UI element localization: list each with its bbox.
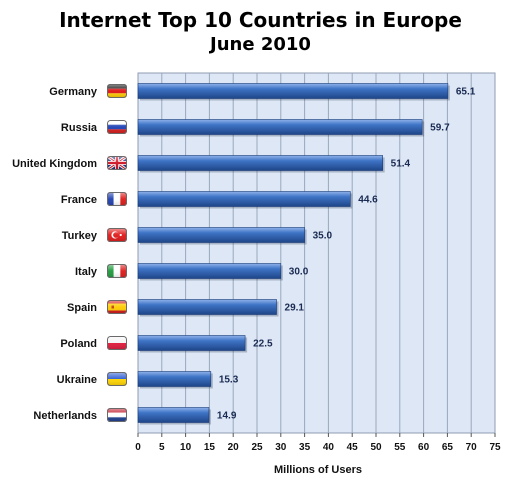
netherlands-flag-icon bbox=[107, 408, 127, 422]
bar bbox=[137, 155, 383, 171]
poland-flag-icon bbox=[107, 336, 127, 350]
russia-flag-icon bbox=[107, 120, 127, 134]
x-tick-label: 25 bbox=[251, 442, 263, 453]
value-label: 51.4 bbox=[391, 159, 411, 170]
x-tick-label: 20 bbox=[228, 442, 240, 453]
bars: 65.1 59.7 51.4 44.6 35.0 30.0 29.1 22.5 15.3 14.9 bbox=[137, 83, 476, 425]
category-label: Turkey bbox=[62, 230, 98, 242]
x-tick-label: 15 bbox=[204, 442, 216, 453]
category-label: Poland bbox=[60, 338, 97, 350]
bar bbox=[137, 299, 277, 315]
category-label: France bbox=[61, 194, 97, 206]
uk-flag-icon bbox=[107, 156, 127, 170]
x-tick-label: 10 bbox=[180, 442, 192, 453]
x-tick-label: 60 bbox=[418, 442, 430, 453]
category-label: Ukraine bbox=[57, 374, 97, 386]
category-label: Spain bbox=[67, 302, 97, 314]
category-label: Italy bbox=[75, 266, 98, 278]
chart-subtitle: June 2010 bbox=[210, 34, 311, 55]
bar bbox=[137, 191, 351, 207]
value-label: 29.1 bbox=[285, 303, 305, 314]
chart-title: Internet Top 10 Countries in Europe bbox=[59, 8, 462, 32]
x-tick-label: 40 bbox=[323, 442, 335, 453]
bar bbox=[137, 263, 282, 279]
ukraine-flag-icon bbox=[107, 372, 127, 386]
category-label: Russia bbox=[61, 122, 98, 134]
x-tick-label: 55 bbox=[394, 442, 406, 453]
france-flag-icon bbox=[107, 192, 127, 206]
flags bbox=[107, 84, 127, 422]
category-labels: Germany Russia United Kingdom France Turkey I… bbox=[12, 86, 98, 422]
category-label: Netherlands bbox=[33, 410, 97, 422]
x-tick-label: 70 bbox=[466, 442, 478, 453]
x-tick-label: 5 bbox=[159, 442, 165, 453]
bar bbox=[137, 83, 449, 99]
bar bbox=[137, 407, 210, 423]
x-axis-ticks: 0 5 10 15 20 25 30 35 40 45 50 55 60 65 70 75 bbox=[135, 433, 501, 453]
value-label: 30.0 bbox=[289, 267, 309, 278]
x-tick-label: 75 bbox=[489, 442, 501, 453]
x-axis-title: Millions of Users bbox=[274, 464, 362, 476]
value-label: 35.0 bbox=[313, 231, 333, 242]
x-tick-label: 30 bbox=[275, 442, 287, 453]
value-label: 44.6 bbox=[358, 195, 378, 206]
x-tick-label: 45 bbox=[347, 442, 359, 453]
value-label: 15.3 bbox=[219, 375, 239, 386]
category-label: Germany bbox=[49, 86, 98, 98]
spain-flag-icon bbox=[107, 300, 127, 314]
x-tick-label: 35 bbox=[299, 442, 311, 453]
value-label: 14.9 bbox=[217, 411, 237, 422]
value-label: 65.1 bbox=[456, 87, 476, 98]
bar bbox=[137, 119, 423, 135]
value-label: 22.5 bbox=[253, 339, 273, 350]
bar bbox=[137, 371, 212, 387]
x-tick-label: 65 bbox=[442, 442, 454, 453]
bar bbox=[137, 335, 246, 351]
germany-flag-icon bbox=[107, 84, 127, 98]
value-label: 59.7 bbox=[430, 123, 450, 134]
x-tick-label: 0 bbox=[135, 442, 141, 453]
x-tick-label: 50 bbox=[370, 442, 382, 453]
italy-flag-icon bbox=[107, 264, 127, 278]
turkey-flag-icon bbox=[107, 228, 127, 242]
bar bbox=[137, 227, 305, 243]
category-label: United Kingdom bbox=[12, 158, 97, 170]
